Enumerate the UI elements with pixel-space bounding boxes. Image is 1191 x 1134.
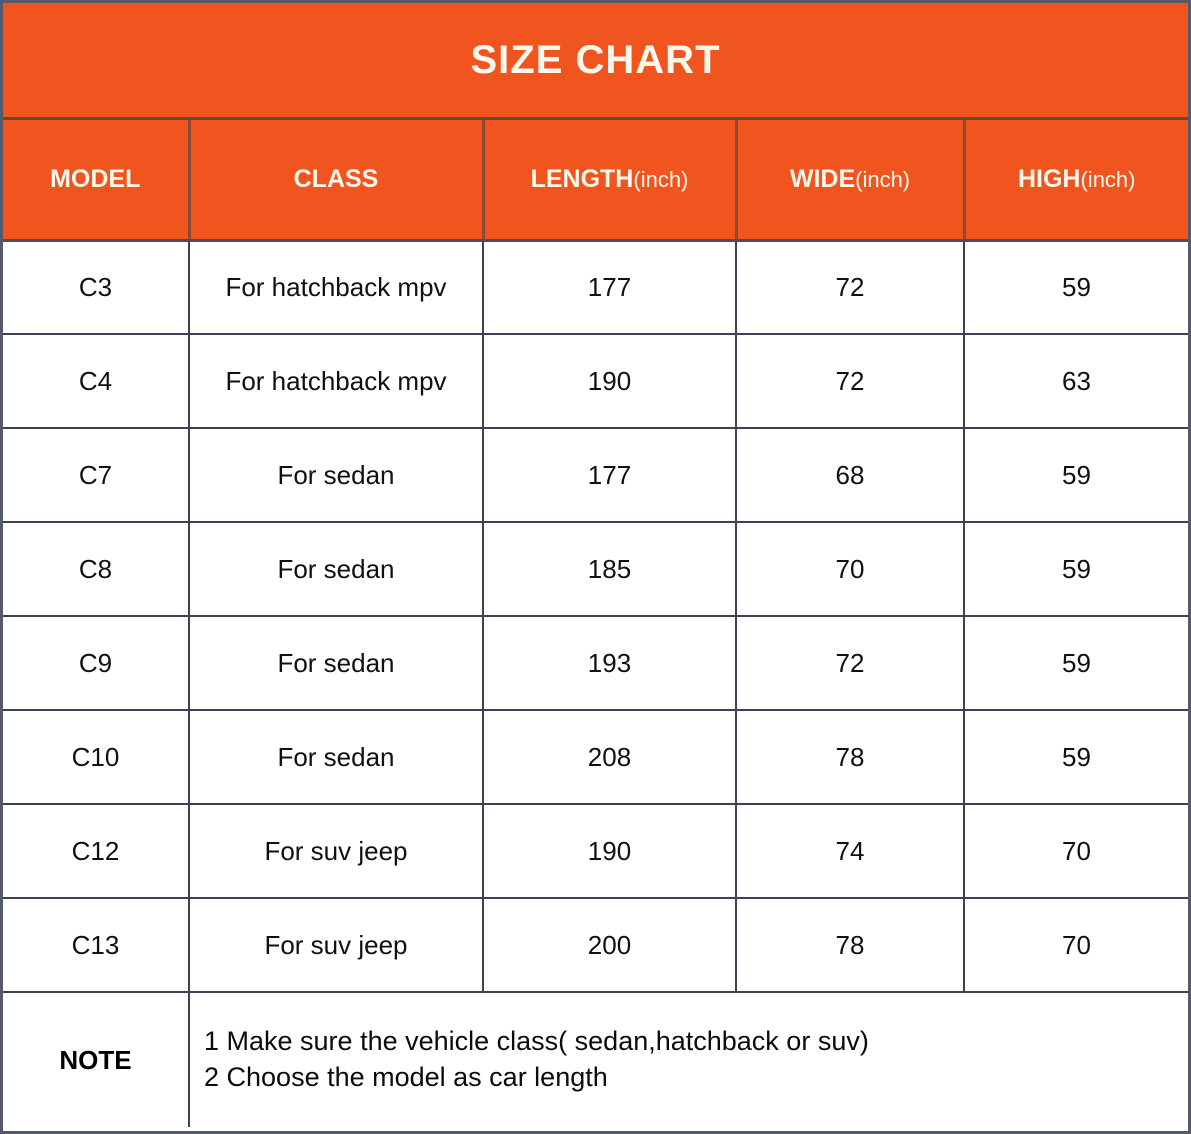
table-head: MODEL CLASS LENGTH(inch) WIDE(inch) HIGH… xyxy=(3,120,1188,242)
cell-wide: 72 xyxy=(736,334,965,429)
column-header-model-label: MODEL xyxy=(50,164,141,193)
table-row: C3 For hatchback mpv 177 72 59 xyxy=(3,240,1188,335)
cell-wide: 68 xyxy=(736,428,965,523)
column-header-high-unit: (inch) xyxy=(1080,166,1136,192)
cell-high: 59 xyxy=(964,710,1188,805)
cell-high: 63 xyxy=(964,334,1188,429)
note-line-1: 1 Make sure the vehicle class( sedan,hat… xyxy=(204,1026,869,1057)
table-row: C12 For suv jeep 190 74 70 xyxy=(3,804,1188,899)
note-line-2: 2 Choose the model as car length xyxy=(204,1062,608,1092)
cell-length: 177 xyxy=(483,428,737,523)
cell-length: 208 xyxy=(483,710,737,805)
column-header-wide-unit: (inch) xyxy=(855,166,911,192)
page-title: SIZE CHART xyxy=(470,38,721,82)
note-label: NOTE xyxy=(3,992,190,1127)
cell-class: For hatchback mpv xyxy=(189,334,484,429)
column-header-wide-label: WIDE xyxy=(789,164,856,193)
cell-class: For suv jeep xyxy=(189,804,484,899)
cell-length: 177 xyxy=(483,240,737,335)
cell-high: 70 xyxy=(964,898,1188,993)
size-table: MODEL CLASS LENGTH(inch) WIDE(inch) HIGH… xyxy=(3,120,1188,1127)
cell-wide: 74 xyxy=(736,804,965,899)
note-row: NOTE 1 Make sure the vehicle class( seda… xyxy=(3,992,1188,1127)
cell-model: C12 xyxy=(3,804,190,899)
cell-wide: 72 xyxy=(736,240,965,335)
cell-model: C7 xyxy=(3,428,190,523)
cell-class: For sedan xyxy=(189,522,484,617)
table-row: C10 For sedan 208 78 59 xyxy=(3,710,1188,805)
cell-class: For sedan xyxy=(189,710,484,805)
cell-length: 193 xyxy=(483,616,737,711)
table-header-row: MODEL CLASS LENGTH(inch) WIDE(inch) HIGH… xyxy=(3,120,1188,242)
cell-wide: 78 xyxy=(736,898,965,993)
column-header-length-unit: (inch) xyxy=(633,166,689,192)
cell-class: For suv jeep xyxy=(189,898,484,993)
cell-length: 200 xyxy=(483,898,737,993)
column-header-high: HIGH(inch) xyxy=(964,120,1188,242)
column-header-length: LENGTH(inch) xyxy=(483,120,738,242)
chart-title-band: SIZE CHART xyxy=(3,3,1188,120)
column-header-class-label: CLASS xyxy=(293,164,379,193)
table-body: C3 For hatchback mpv 177 72 59 C4 For ha… xyxy=(3,240,1188,1127)
cell-model: C13 xyxy=(3,898,190,993)
table-row: C13 For suv jeep 200 78 70 xyxy=(3,898,1188,993)
cell-high: 59 xyxy=(964,428,1188,523)
cell-wide: 70 xyxy=(736,522,965,617)
table-row: C7 For sedan 177 68 59 xyxy=(3,428,1188,523)
cell-high: 59 xyxy=(964,522,1188,617)
cell-length: 185 xyxy=(483,522,737,617)
column-header-wide: WIDE(inch) xyxy=(736,120,966,242)
column-header-high-label: HIGH xyxy=(1017,164,1081,193)
cell-length: 190 xyxy=(483,804,737,899)
cell-class: For sedan xyxy=(189,428,484,523)
cell-model: C9 xyxy=(3,616,190,711)
cell-wide: 78 xyxy=(736,710,965,805)
column-header-model: MODEL xyxy=(3,120,191,242)
column-header-class: CLASS xyxy=(189,120,485,242)
cell-model: C4 xyxy=(3,334,190,429)
table-row: C9 For sedan 193 72 59 xyxy=(3,616,1188,711)
table-row: C8 For sedan 185 70 59 xyxy=(3,522,1188,617)
cell-high: 59 xyxy=(964,616,1188,711)
cell-class: For sedan xyxy=(189,616,484,711)
column-header-length-label: LENGTH xyxy=(530,164,634,193)
cell-model: C3 xyxy=(3,240,190,335)
cell-high: 70 xyxy=(964,804,1188,899)
cell-high: 59 xyxy=(964,240,1188,335)
cell-model: C8 xyxy=(3,522,190,617)
cell-length: 190 xyxy=(483,334,737,429)
cell-model: C10 xyxy=(3,710,190,805)
table-row: C4 For hatchback mpv 190 72 63 xyxy=(3,334,1188,429)
cell-wide: 72 xyxy=(736,616,965,711)
note-body: 1 Make sure the vehicle class( sedan,hat… xyxy=(189,992,1188,1127)
cell-class: For hatchback mpv xyxy=(189,240,484,335)
